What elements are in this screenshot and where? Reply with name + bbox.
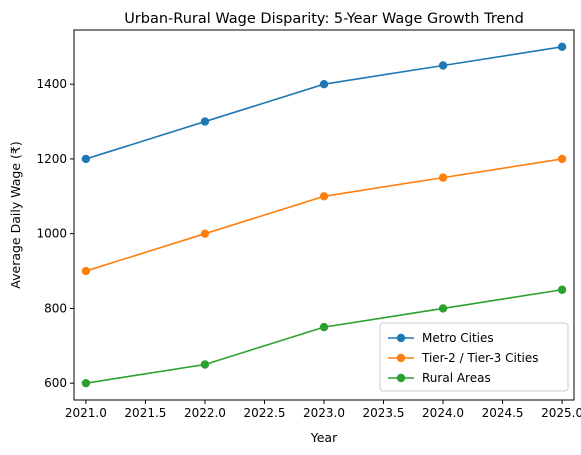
legend-item: Metro Cities: [388, 331, 494, 345]
y-tick-label: 800: [44, 301, 67, 315]
series-0: [81, 42, 567, 164]
x-axis: 2021.0 2021.5 2022.0 2022.5 2023.0 2023.5 2024…: [65, 400, 581, 420]
y-tick-label: 1000: [36, 227, 67, 241]
series-line: [85, 46, 563, 160]
legend-label: Rural Areas: [422, 371, 491, 385]
x-tick-label: 2024.5: [482, 406, 524, 420]
data-point: [557, 154, 567, 164]
x-tick-label: 2021.0: [65, 406, 107, 420]
legend-marker: [396, 333, 406, 343]
y-tick-label: 1200: [36, 152, 67, 166]
x-tick-label: 2023.0: [303, 406, 345, 420]
chart-title: Urban-Rural Wage Disparity: 5-Year Wage …: [124, 11, 524, 27]
data-point: [557, 285, 567, 294]
y-tick-label: 600: [44, 376, 67, 390]
plot-area: [81, 42, 567, 388]
legend-item: Rural Areas: [388, 371, 491, 385]
data-point: [438, 61, 448, 70]
data-point: [557, 42, 567, 52]
y-tick-label: 1400: [36, 77, 67, 91]
x-tick-label: 2025.0: [541, 406, 581, 420]
legend-marker: [396, 353, 406, 363]
series-1: [81, 154, 567, 276]
data-point: [200, 117, 210, 126]
legend: Metro Cities Tier-2 / Tier-3 Cities Rural …: [379, 322, 569, 392]
legend-label: Tier-2 / Tier-3 Cities: [421, 351, 539, 365]
series-2: [81, 285, 567, 388]
data-point: [319, 322, 329, 332]
data-point: [319, 192, 329, 201]
x-tick-label: 2023.5: [363, 406, 405, 420]
data-point: [200, 360, 210, 369]
y-axis: 600 800 1000 1200 1400: [36, 77, 74, 390]
x-axis-label: Year: [310, 430, 338, 445]
data-point: [81, 154, 91, 164]
legend-box: [379, 322, 569, 392]
legend-label: Metro Cities: [422, 331, 494, 345]
legend-item: Tier-2 / Tier-3 Cities: [388, 351, 539, 365]
data-point: [438, 304, 448, 313]
data-point: [438, 173, 448, 182]
x-tick-label: 2021.5: [124, 406, 166, 420]
y-axis-label: Average Daily Wage (₹): [8, 141, 23, 288]
legend-marker: [396, 373, 406, 383]
x-tick-label: 2022.0: [184, 406, 226, 420]
x-tick-label: 2022.5: [243, 406, 285, 420]
series-line: [85, 158, 563, 272]
data-point: [319, 79, 329, 89]
x-tick-label: 2024.0: [422, 406, 464, 420]
data-point: [200, 229, 210, 238]
data-point: [81, 266, 91, 276]
data-point: [81, 378, 91, 388]
